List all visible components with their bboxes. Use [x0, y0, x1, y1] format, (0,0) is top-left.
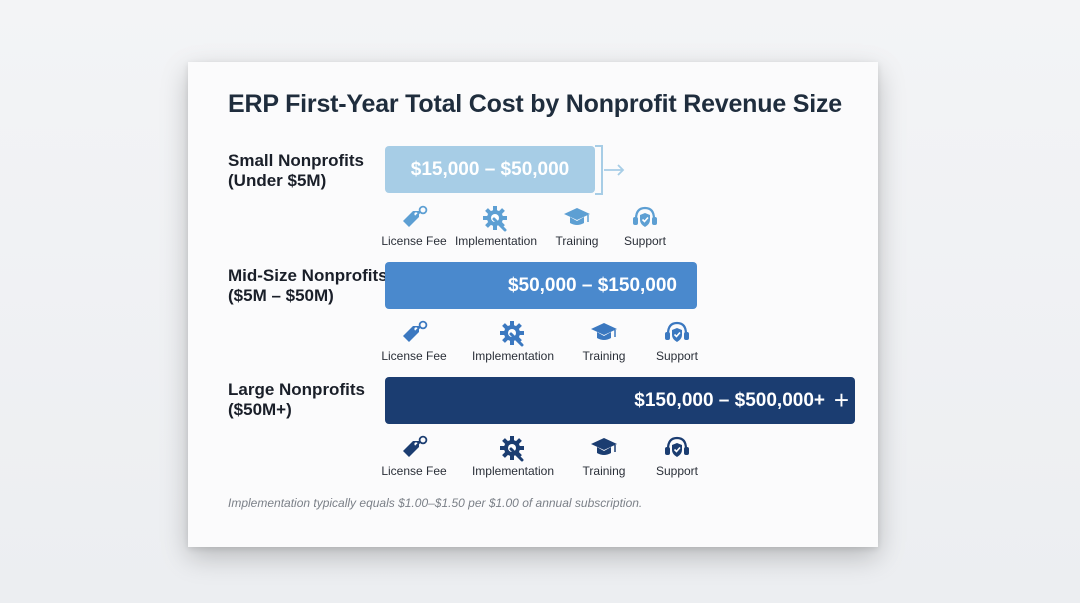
- cost-component: Training: [549, 319, 659, 363]
- cost-component: Support: [622, 434, 732, 478]
- cost-component-label: Support: [655, 349, 699, 363]
- cost-component-label: License Fee: [381, 464, 447, 478]
- cost-component: Implementation: [441, 204, 551, 248]
- tier-label-line1: Mid-Size Nonprofits: [228, 266, 388, 285]
- tag-key-icon: [403, 320, 428, 342]
- cost-component-label: Support: [623, 234, 667, 248]
- cost-component: Training: [549, 434, 659, 478]
- cost-component-label: Support: [655, 464, 699, 478]
- tier-label: Mid-Size Nonprofits ($5M – $50M): [228, 266, 388, 306]
- tag-key-icon: [403, 205, 428, 227]
- cost-component-label: Implementation: [454, 234, 538, 248]
- chart-title: ERP First-Year Total Cost by Nonprofit R…: [228, 90, 842, 118]
- cost-range-bar: $15,000 – $50,000: [385, 146, 595, 193]
- cost-component-label: Implementation: [471, 464, 555, 478]
- cost-component: Implementation: [458, 319, 568, 363]
- bracket-arrow-icon: [595, 145, 625, 195]
- cost-component-label: Training: [555, 234, 599, 248]
- cost-range-bar: $150,000 – $500,000+ +: [385, 377, 855, 424]
- plus-icon: +: [833, 385, 849, 415]
- graduation-cap-icon: [591, 438, 617, 455]
- cost-component: License Fee: [359, 204, 469, 248]
- footnote: Implementation typically equals $1.00–$1…: [228, 496, 643, 510]
- headset-shield-icon: [633, 206, 657, 227]
- cost-component: Support: [590, 204, 700, 248]
- tier-label-line2: ($5M – $50M): [228, 286, 334, 305]
- cost-component: Training: [522, 204, 632, 248]
- cost-component: License Fee: [359, 319, 469, 363]
- graduation-cap-icon: [564, 208, 590, 225]
- tier-label-line2: ($50M+): [228, 400, 292, 419]
- gear-wrench-icon: [483, 206, 507, 232]
- tier-label: Small Nonprofits (Under $5M): [228, 151, 364, 191]
- cost-component: License Fee: [359, 434, 469, 478]
- cost-component: Implementation: [458, 434, 568, 478]
- gear-wrench-icon: [500, 436, 524, 462]
- chart-card: ERP First-Year Total Cost by Nonprofit R…: [188, 62, 878, 547]
- tier-label-line2: (Under $5M): [228, 171, 327, 190]
- headset-shield-icon: [665, 321, 689, 342]
- cost-component: Support: [622, 319, 732, 363]
- cost-component-label: Implementation: [471, 349, 555, 363]
- cost-range-label: $50,000 – $150,000: [507, 274, 677, 296]
- cost-range-label: $150,000 – $500,000+: [634, 389, 825, 411]
- tier-label: Large Nonprofits ($50M+): [228, 380, 365, 420]
- tier-label-line1: Small Nonprofits: [228, 151, 365, 170]
- headset-shield-icon: [665, 436, 689, 457]
- cost-range-bar: $50,000 – $150,000: [385, 262, 697, 309]
- graduation-cap-icon: [591, 323, 617, 340]
- cost-component-label: Training: [582, 464, 626, 478]
- cost-range-label: $15,000 – $50,000: [410, 158, 570, 180]
- cost-components-row: License Fee Implementation Training Support: [381, 434, 703, 484]
- cost-component-label: License Fee: [381, 234, 447, 248]
- cost-component-label: Training: [582, 349, 626, 363]
- gear-wrench-icon: [500, 321, 524, 347]
- cost-component-label: License Fee: [381, 349, 447, 363]
- tier-label-line1: Large Nonprofits: [228, 380, 365, 399]
- cost-components-row: License Fee Implementation Training Support: [381, 204, 703, 254]
- tag-key-icon: [403, 435, 428, 457]
- cost-components-row: License Fee Implementation Training Support: [381, 319, 703, 369]
